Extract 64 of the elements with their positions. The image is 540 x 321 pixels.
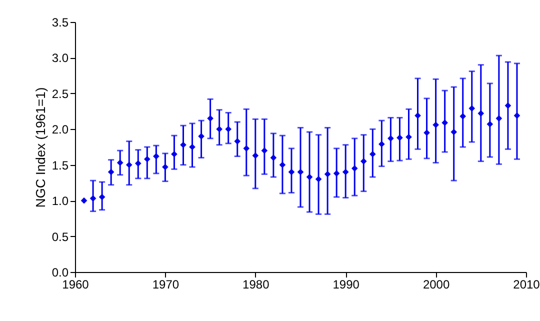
point bbox=[324, 170, 331, 178]
x-tick-label: 1960 bbox=[62, 278, 90, 292]
point bbox=[424, 130, 430, 136]
point bbox=[153, 153, 160, 160]
point bbox=[297, 168, 304, 176]
point bbox=[189, 144, 196, 150]
point bbox=[378, 140, 385, 148]
point bbox=[315, 176, 322, 182]
point bbox=[514, 112, 520, 119]
point bbox=[90, 195, 96, 202]
x-tick-label: 2000 bbox=[422, 278, 450, 292]
y-tick-label: 1.5 bbox=[52, 158, 69, 172]
point bbox=[360, 158, 367, 164]
y-axis-title: NGC Index (1961=1) bbox=[32, 87, 48, 208]
point bbox=[432, 122, 439, 128]
y-tick-label: 1.0 bbox=[52, 194, 69, 208]
x-tick-label: 1980 bbox=[242, 278, 270, 292]
y-tick-label: 0.5 bbox=[52, 230, 69, 244]
point bbox=[108, 168, 114, 176]
point bbox=[252, 152, 259, 159]
y-tick-label: 3.5 bbox=[52, 16, 69, 30]
point bbox=[414, 112, 421, 119]
point bbox=[261, 147, 268, 154]
point bbox=[406, 134, 412, 140]
point bbox=[162, 164, 168, 170]
point bbox=[396, 134, 403, 141]
point bbox=[478, 110, 484, 117]
point bbox=[504, 102, 512, 109]
point bbox=[486, 120, 494, 128]
point bbox=[80, 197, 88, 204]
point bbox=[171, 150, 178, 158]
point bbox=[450, 128, 457, 136]
point bbox=[496, 115, 502, 122]
point bbox=[270, 154, 277, 161]
point bbox=[134, 160, 142, 167]
x-tick-label: 1990 bbox=[332, 278, 360, 292]
point bbox=[225, 126, 232, 132]
point bbox=[351, 165, 358, 172]
point bbox=[288, 168, 295, 176]
y-tick-label: 0.0 bbox=[52, 266, 69, 280]
point bbox=[333, 170, 340, 177]
point bbox=[198, 133, 204, 140]
point bbox=[207, 115, 214, 122]
x-tick-label: 1970 bbox=[152, 278, 180, 292]
x-tick-label: 2010 bbox=[513, 278, 540, 292]
point bbox=[342, 168, 349, 176]
y-tick-label: 3.0 bbox=[52, 51, 69, 66]
y-tick-label: 2.5 bbox=[52, 86, 69, 101]
point bbox=[279, 162, 286, 168]
point bbox=[144, 156, 150, 162]
point bbox=[460, 113, 466, 120]
point bbox=[126, 162, 132, 168]
point bbox=[370, 150, 376, 158]
point bbox=[388, 135, 394, 142]
point bbox=[442, 120, 448, 126]
point bbox=[468, 105, 476, 112]
y-tick-label: 2.0 bbox=[52, 122, 69, 137]
point bbox=[116, 160, 124, 166]
point bbox=[306, 174, 313, 180]
point bbox=[180, 142, 186, 148]
point bbox=[243, 145, 250, 152]
point bbox=[98, 194, 106, 200]
point bbox=[234, 138, 241, 144]
point bbox=[216, 126, 222, 132]
